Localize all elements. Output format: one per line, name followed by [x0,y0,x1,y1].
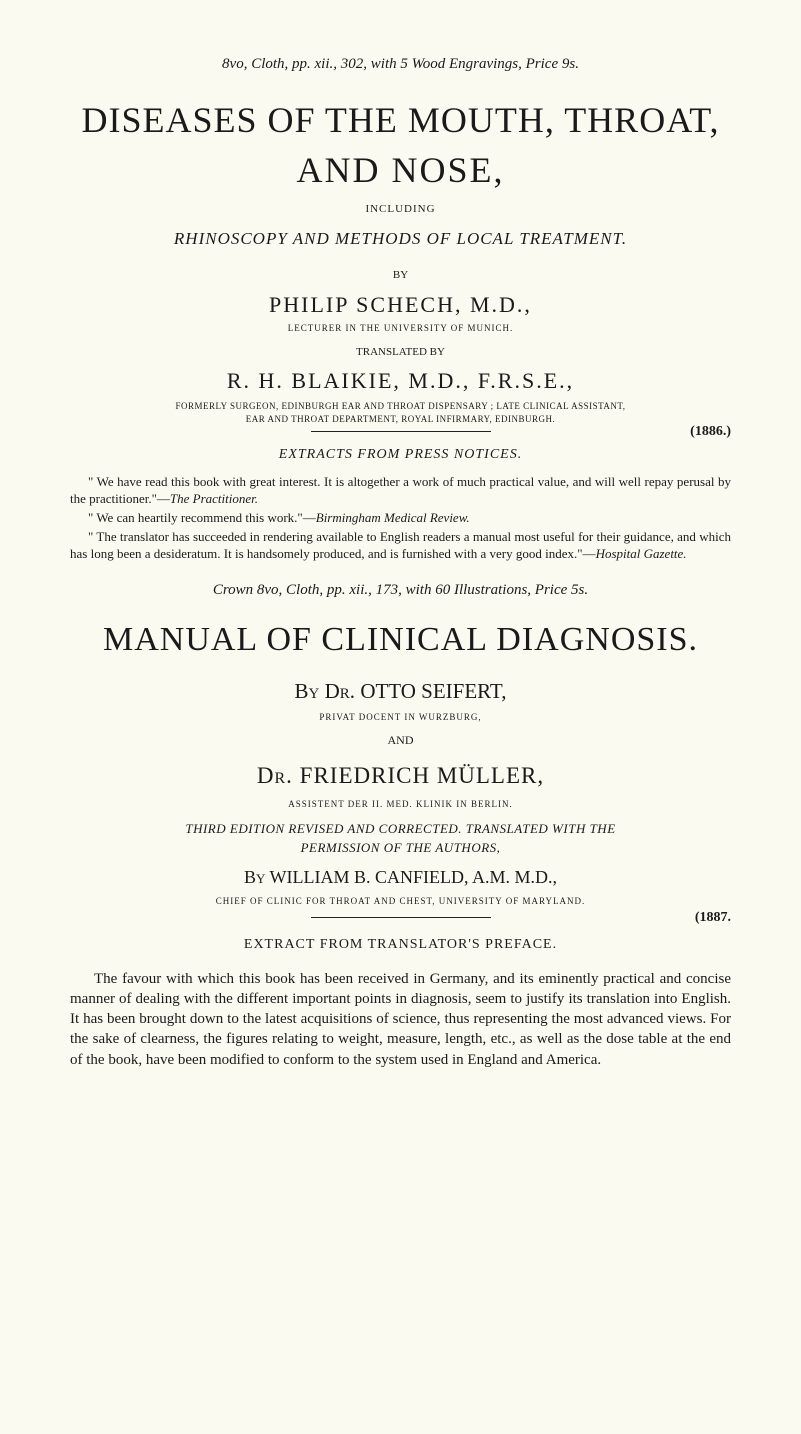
year-row-1: (1886.) [70,431,731,432]
book1-translator-cred2: EAR AND THROAT DEPARTMENT, ROYAL INFIRMA… [70,413,731,426]
book1-translator-cred1: FORMERLY SURGEON, EDINBURGH EAR AND THRO… [70,400,731,413]
book2-author-cred: PRIVAT DOCENT IN WURZBURG, [70,712,731,724]
dr-small-2: Dr. [257,763,293,788]
book2-author2-cred: ASSISTENT DER II. MED. KLINIK IN BERLIN. [70,799,731,811]
book2-by-author: By Dr. OTTO SEIFERT, [70,678,731,705]
by-small-1: By [295,679,320,703]
book1-author-cred: LECTURER IN THE UNIVERSITY OF MUNICH. [70,323,731,335]
preface-paragraph: The favour with which this book has been… [70,969,731,1070]
book1-title-line2: AND NOSE, [70,147,731,194]
book2-author-name: OTTO SEIFERT, [360,679,506,703]
preface-heading: EXTRACT FROM TRANSLATOR'S PREFACE. [70,936,731,954]
book1-translator: R. H. BLAIKIE, M.D., F.R.S.E., [70,367,731,396]
book2-translator-name: WILLIAM B. CANFIELD, A.M. M.D., [270,867,558,887]
by-label-1: BY [70,268,731,282]
review-2-text: " We can heartily recommend this work."— [88,510,316,525]
book1-subtitle: RHINOSCOPY AND METHODS OF LOCAL TREATMEN… [70,228,731,250]
by-small-2: By [244,867,265,887]
format-line-1: 8vo, Cloth, pp. xii., 302, with 5 Wood E… [70,55,731,75]
horizontal-rule-2 [311,917,491,918]
book2-author2-name: FRIEDRICH MÜLLER, [300,763,544,788]
horizontal-rule-1 [311,431,491,432]
review-2-source: Birmingham Medical Review. [316,510,470,525]
year-row-2: (1887. [70,917,731,918]
translated-by-label: TRANSLATED BY [70,345,731,359]
book2-year: (1887. [695,909,731,927]
and-label: AND [70,733,731,749]
dr-small-1: Dr. [325,679,355,703]
review-3-source: Hospital Gazette. [596,546,687,561]
review-2: " We can heartily recommend this work."—… [70,510,731,527]
edition-line-1: THIRD EDITION REVISED AND CORRECTED. TRA… [70,821,731,838]
including-label: INCLUDING [70,202,731,216]
book1-title-line1: DISEASES OF THE MOUTH, THROAT, [70,97,731,144]
format-line-2: Crown 8vo, Cloth, pp. xii., 173, with 60… [70,581,731,601]
book2-title: MANUAL OF CLINICAL DIAGNOSIS. [70,618,731,662]
extracts-heading: EXTRACTS FROM PRESS NOTICES. [70,446,731,464]
book2-by-translator: By WILLIAM B. CANFIELD, A.M. M.D., [70,866,731,889]
review-1-source: The Practitioner. [170,491,258,506]
book2-author2: Dr. FRIEDRICH MÜLLER, [70,761,731,791]
edition-line-2: PERMISSION OF THE AUTHORS, [70,840,731,857]
book1-author: PHILIP SCHECH, M.D., [70,291,731,320]
review-3: " The translator has succeeded in render… [70,529,731,563]
book2-translator-cred: CHIEF OF CLINIC FOR THROAT AND CHEST, UN… [70,896,731,908]
review-1: " We have read this book with great inte… [70,474,731,508]
book1-year: (1886.) [690,423,731,441]
